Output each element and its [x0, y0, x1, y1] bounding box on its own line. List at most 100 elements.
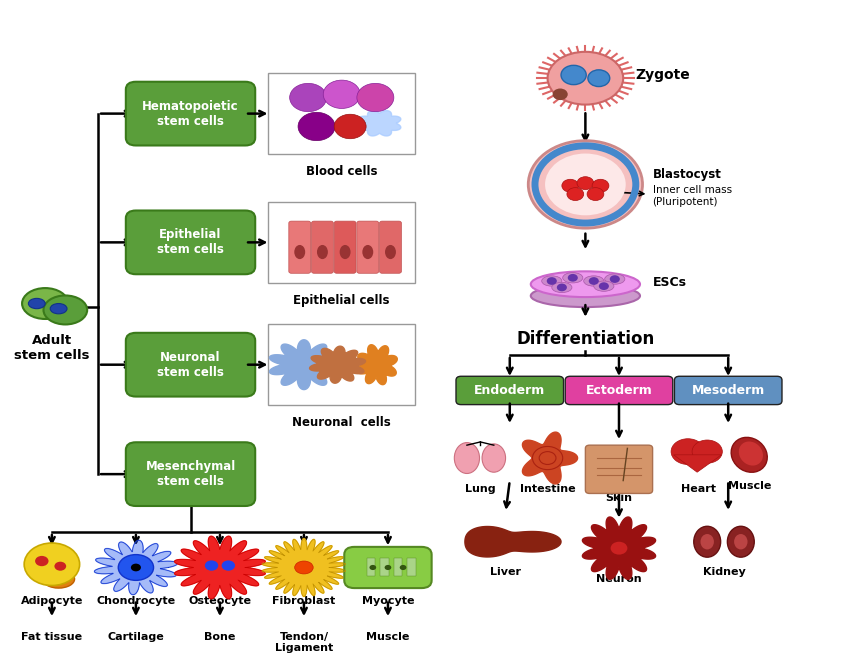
- Text: Neuronal  cells: Neuronal cells: [292, 416, 391, 429]
- Text: Hematopoietic
stem cells: Hematopoietic stem cells: [142, 100, 239, 128]
- Text: Kidney: Kidney: [703, 568, 745, 578]
- Ellipse shape: [694, 526, 721, 557]
- Text: Mesenchymal
stem cells: Mesenchymal stem cells: [145, 460, 235, 488]
- FancyBboxPatch shape: [456, 376, 564, 405]
- Bar: [381, 559, 388, 576]
- Ellipse shape: [700, 534, 714, 549]
- Ellipse shape: [552, 282, 572, 293]
- Circle shape: [290, 83, 326, 112]
- Circle shape: [323, 80, 360, 108]
- Polygon shape: [263, 539, 346, 596]
- Text: Blastocyst: Blastocyst: [653, 169, 722, 181]
- FancyBboxPatch shape: [289, 221, 310, 273]
- Circle shape: [568, 274, 578, 282]
- Ellipse shape: [294, 245, 305, 259]
- Text: Osteocyte: Osteocyte: [189, 596, 252, 606]
- Text: Fat tissue: Fat tissue: [21, 632, 82, 642]
- Ellipse shape: [43, 295, 88, 325]
- Ellipse shape: [482, 444, 506, 472]
- Text: Tendon/
Ligament: Tendon/ Ligament: [275, 632, 333, 654]
- Ellipse shape: [385, 245, 396, 259]
- Text: Neuronal
stem cells: Neuronal stem cells: [157, 351, 224, 379]
- Ellipse shape: [118, 555, 154, 580]
- Ellipse shape: [50, 303, 67, 314]
- Circle shape: [547, 277, 557, 285]
- Circle shape: [357, 83, 394, 112]
- Ellipse shape: [454, 443, 479, 473]
- Text: Ectoderm: Ectoderm: [586, 384, 652, 397]
- FancyBboxPatch shape: [357, 221, 379, 273]
- FancyBboxPatch shape: [126, 82, 255, 145]
- Circle shape: [131, 564, 141, 571]
- Circle shape: [587, 188, 603, 200]
- Circle shape: [610, 542, 627, 555]
- Text: Heart: Heart: [682, 484, 717, 494]
- FancyBboxPatch shape: [126, 333, 255, 397]
- Circle shape: [599, 282, 609, 290]
- Text: Endoderm: Endoderm: [474, 384, 546, 397]
- Ellipse shape: [739, 442, 763, 465]
- Circle shape: [205, 561, 218, 570]
- Ellipse shape: [604, 274, 625, 284]
- Ellipse shape: [22, 288, 68, 319]
- FancyBboxPatch shape: [311, 221, 333, 273]
- Ellipse shape: [340, 245, 350, 259]
- Text: Liver: Liver: [490, 568, 521, 578]
- Ellipse shape: [28, 298, 45, 309]
- Text: Fibroblast: Fibroblast: [272, 596, 336, 606]
- Polygon shape: [269, 340, 338, 389]
- Circle shape: [692, 440, 722, 463]
- Circle shape: [334, 114, 366, 139]
- Text: Muscle: Muscle: [366, 632, 410, 642]
- Circle shape: [54, 562, 66, 570]
- Circle shape: [298, 112, 335, 141]
- Text: Neuron: Neuron: [596, 574, 642, 584]
- Ellipse shape: [530, 271, 640, 297]
- Circle shape: [592, 179, 609, 192]
- FancyBboxPatch shape: [269, 73, 416, 154]
- Ellipse shape: [317, 245, 328, 259]
- Circle shape: [24, 543, 80, 586]
- FancyBboxPatch shape: [344, 547, 432, 588]
- Text: Bone: Bone: [204, 632, 235, 642]
- Text: Muscle: Muscle: [728, 481, 771, 490]
- Circle shape: [577, 176, 594, 190]
- Circle shape: [400, 565, 406, 570]
- Circle shape: [588, 70, 609, 87]
- Circle shape: [557, 284, 567, 292]
- Text: Adult
stem cells: Adult stem cells: [14, 334, 89, 362]
- FancyBboxPatch shape: [269, 325, 416, 405]
- Polygon shape: [673, 455, 722, 472]
- FancyBboxPatch shape: [126, 210, 255, 274]
- Ellipse shape: [530, 284, 640, 307]
- Text: Adipocyte: Adipocyte: [20, 596, 83, 606]
- Polygon shape: [94, 540, 178, 595]
- Ellipse shape: [731, 438, 768, 472]
- Bar: [367, 559, 376, 576]
- Circle shape: [562, 179, 579, 192]
- Ellipse shape: [547, 52, 623, 104]
- Polygon shape: [359, 110, 401, 136]
- Text: Myocyte: Myocyte: [362, 596, 414, 606]
- Text: Mesoderm: Mesoderm: [692, 384, 765, 397]
- Circle shape: [222, 561, 235, 570]
- Ellipse shape: [295, 561, 313, 574]
- Ellipse shape: [42, 570, 75, 588]
- FancyBboxPatch shape: [380, 221, 401, 273]
- Polygon shape: [465, 527, 561, 557]
- Ellipse shape: [541, 276, 562, 286]
- Polygon shape: [582, 517, 655, 579]
- Text: Epithelial cells: Epithelial cells: [293, 293, 390, 307]
- Circle shape: [567, 188, 584, 200]
- Circle shape: [672, 439, 705, 465]
- Circle shape: [552, 89, 568, 100]
- Text: Epithelial
stem cells: Epithelial stem cells: [157, 228, 224, 256]
- FancyBboxPatch shape: [334, 221, 356, 273]
- Polygon shape: [523, 432, 577, 484]
- Polygon shape: [309, 346, 366, 383]
- Circle shape: [589, 277, 599, 285]
- FancyBboxPatch shape: [269, 202, 416, 283]
- Circle shape: [35, 556, 48, 566]
- Text: Inner cell mass
(Pluripotent): Inner cell mass (Pluripotent): [653, 185, 732, 207]
- Ellipse shape: [362, 245, 373, 259]
